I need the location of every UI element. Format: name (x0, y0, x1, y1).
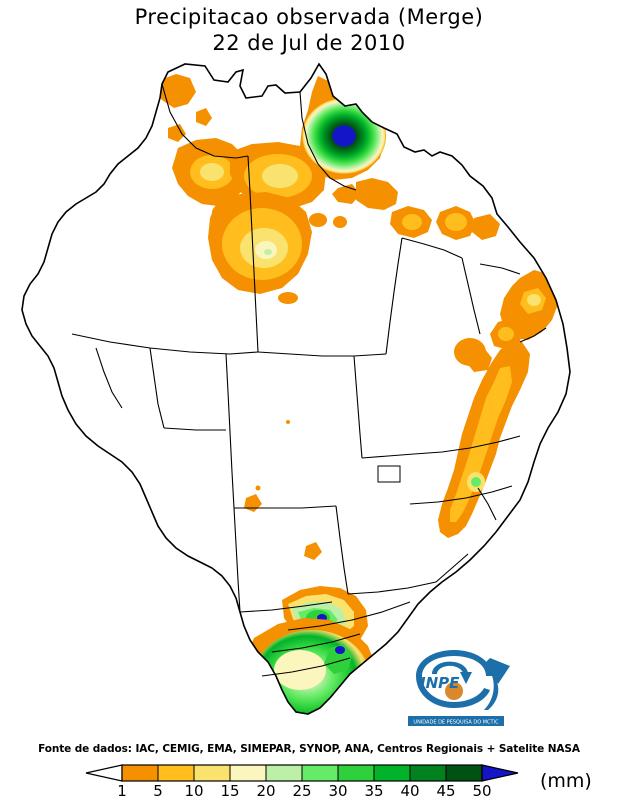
precip-region-para-oeste (230, 142, 326, 208)
colorbar-tick-label: 10 (184, 782, 203, 800)
colorbar-unit-label: (mm) (540, 770, 592, 792)
colorbar-tick-label: 35 (364, 782, 383, 800)
colorbar-band (301, 764, 339, 782)
precip-region-dots (244, 420, 322, 560)
precipitation-field (156, 74, 561, 714)
precip-region-blobs-norte (212, 204, 347, 304)
precip-region-leste-costa (438, 342, 530, 538)
map-canvas (0, 52, 618, 742)
colorbar-band (445, 764, 483, 782)
colorbar-below-min-arrow (85, 764, 123, 782)
data-source-note: Fonte de dados: IAC, CEMIG, EMA, SIMEPAR… (38, 743, 580, 755)
inpe-arc-outer-icon (416, 650, 492, 676)
colorbar-tick-label: 1 (117, 782, 127, 800)
colorbar-tick-label: 50 (472, 782, 491, 800)
colorbar-band (337, 764, 375, 782)
inpe-arrow-down-icon (460, 672, 472, 684)
precip-region-costa-norte (332, 178, 500, 240)
precip-region-nordeste-costa (490, 270, 561, 350)
page-title: Precipitacao observada (Merge) 22 de Jul… (0, 4, 618, 57)
colorbar-tick-label: 20 (256, 782, 275, 800)
colorbar-band (193, 764, 231, 782)
colorbar-tick-label: 45 (436, 782, 455, 800)
colorbar-band (409, 764, 447, 782)
inpe-arc-inner-icon (432, 661, 468, 674)
colorbar-frame (121, 764, 483, 782)
brazil-national-border (21, 62, 571, 715)
inpe-tagline: UNIDADE DE PESQUISA DO MCTIC (413, 720, 499, 726)
state-borders (71, 83, 547, 677)
precip-region-amazonas-norte (172, 138, 248, 206)
colorbar-tick-label: 25 (292, 782, 311, 800)
inpe-arc-lower-icon (416, 676, 490, 708)
colorbar-tick-label: 40 (400, 782, 419, 800)
colorbar-band (121, 764, 159, 782)
title-line-2: 22 de Jul de 2010 (212, 31, 406, 56)
colorbar-tick-label: 30 (328, 782, 347, 800)
colorbar: 1 5 10 15 20 25 30 35 40 45 50 (0, 762, 618, 800)
inpe-tagline-banner (408, 716, 504, 726)
precip-region-roraima (156, 74, 212, 142)
colorbar-tick-labels: 1 5 10 15 20 25 30 35 40 45 50 (117, 782, 491, 800)
colorbar-band (229, 764, 267, 782)
inpe-sphere-icon (445, 682, 463, 700)
colorbar-band (373, 764, 411, 782)
inpe-wordmark: INPE (420, 674, 460, 692)
colorbar-band (157, 764, 195, 782)
colorbar-above-max-arrow (481, 764, 519, 782)
colorbar-tick-label: 5 (153, 782, 163, 800)
colorbar-band (265, 764, 303, 782)
colorbar-bands (121, 764, 483, 782)
precip-region-amapa (300, 76, 386, 180)
colorbar-tick-label: 15 (220, 782, 239, 800)
brazil-precipitation-map (21, 62, 571, 715)
title-line-1: Precipitacao observada (Merge) (134, 5, 484, 29)
inpe-logo: INPE UNIDADE DE PESQUISA DO MCTIC (398, 646, 514, 730)
